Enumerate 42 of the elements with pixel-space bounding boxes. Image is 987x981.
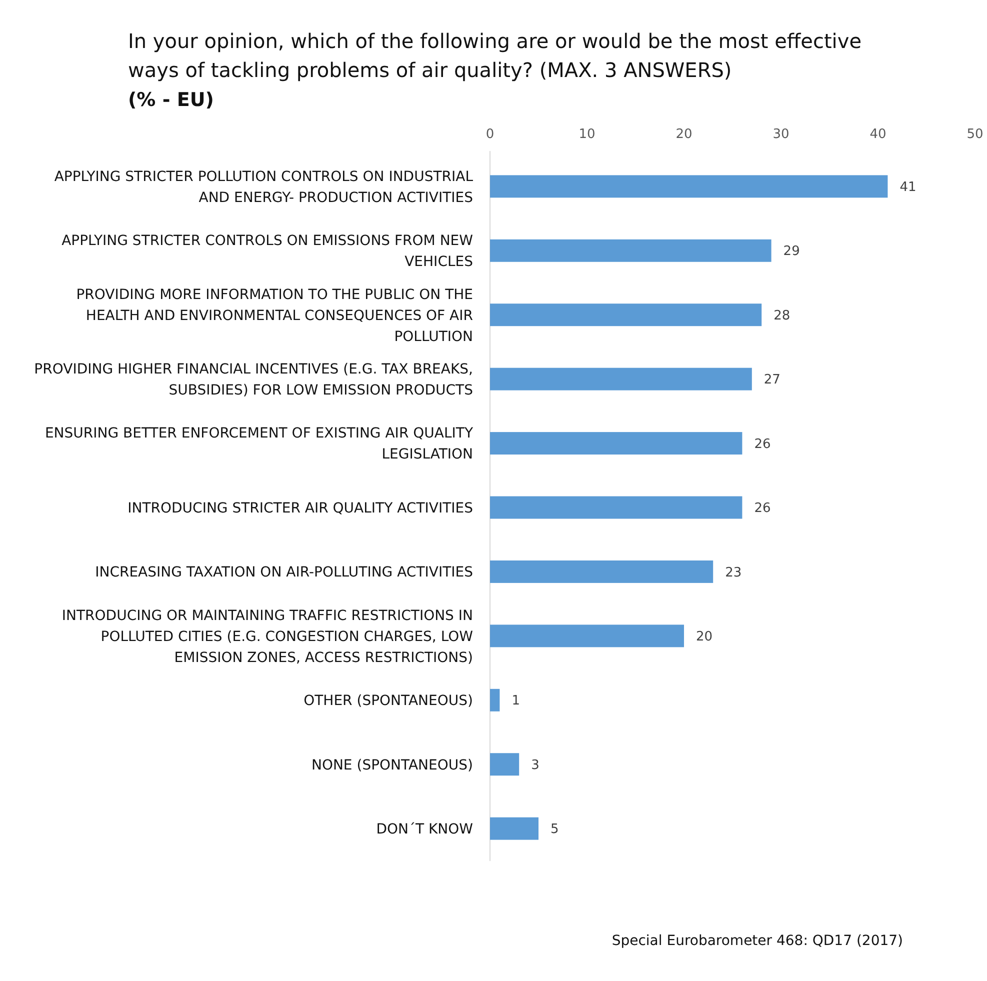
- bar: [490, 368, 752, 390]
- bar: [490, 753, 520, 776]
- data-label: 26: [754, 436, 771, 452]
- data-label: 23: [725, 565, 742, 580]
- y-tick-label: APPLYING STRICTER POLLUTION CONTROLS ON INDUSTRIAL AND ENERGY- PRODUCTION ACTIVITIES: [54, 168, 474, 206]
- y-tick-label: PROVIDING MORE INFORMATION TO THE PUBLIC ON THE HEALTH AND ENVIRONMENTAL CONSEQUENCES OF AIR POLLUTION: [76, 286, 474, 345]
- data-label: 29: [783, 244, 800, 260]
- x-tick-label: 40: [870, 127, 886, 142]
- y-tick-label: NONE (SPONTANEOUS): [311, 757, 473, 774]
- bar: [490, 304, 762, 326]
- data-label: 20: [696, 629, 713, 644]
- bar: [490, 432, 742, 455]
- data-label: 5: [550, 822, 559, 838]
- data-label: 3: [531, 758, 540, 773]
- y-tick-label: APPLYING STRICTER CONTROLS ON EMISSIONS FROM NEW VEHICLES: [62, 233, 474, 270]
- bar: [490, 175, 888, 198]
- bar: [490, 560, 714, 583]
- bar: [490, 817, 538, 840]
- chart-title: In your opinion, which of the following are or would be the most effective ways of tackling problems of air quality? (MAX. 3 ANSWERS): [128, 29, 862, 82]
- x-tick-label: 0: [486, 127, 494, 142]
- data-label: 28: [774, 308, 790, 324]
- y-tick-label: OTHER (SPONTANEOUS): [304, 693, 473, 710]
- bar: [490, 624, 684, 648]
- bar: [490, 496, 742, 519]
- y-tick-label: DON´T KNOW: [376, 821, 474, 838]
- text: (% - EU): [128, 89, 214, 111]
- bar: [490, 688, 500, 712]
- data-label: 27: [764, 372, 780, 388]
- y-tick-label: PROVIDING HIGHER FINANCIAL INCENTIVES (E.G. TAX BREAKS, SUBSIDIES) FOR LOW EMISSION PRODUCTS: [34, 361, 474, 398]
- data-label: 26: [754, 501, 771, 516]
- bar: [490, 239, 772, 262]
- x-tick-label: 50: [966, 127, 984, 142]
- data-label: 1: [512, 694, 520, 709]
- x-tick-label: 20: [676, 127, 692, 142]
- y-tick-label: INTRODUCING OR MAINTAINING TRAFFIC RESTRICTIONS IN POLLUTED CITIES (E.G. CONGESTION CHARGES, LOW EMISSION ZONES, ACCESS RESTRICTIONS): [62, 608, 474, 666]
- x-tick-label: 30: [772, 127, 790, 142]
- y-tick-label: INCREASING TAXATION ON AIR-POLLUTING ACTIVITIES: [95, 564, 474, 581]
- text: Special Eurobarometer 468: QD17 (2017): [612, 933, 903, 949]
- y-tick-label: ENSURING BETTER ENFORCEMENT OF EXISTING AIR QUALITY LEGISLATION: [44, 426, 474, 463]
- data-label: 41: [900, 180, 916, 195]
- x-tick-label: 10: [578, 127, 596, 142]
- y-tick-label: INTRODUCING STRICTER AIR QUALITY ACTIVITIES: [128, 500, 474, 516]
